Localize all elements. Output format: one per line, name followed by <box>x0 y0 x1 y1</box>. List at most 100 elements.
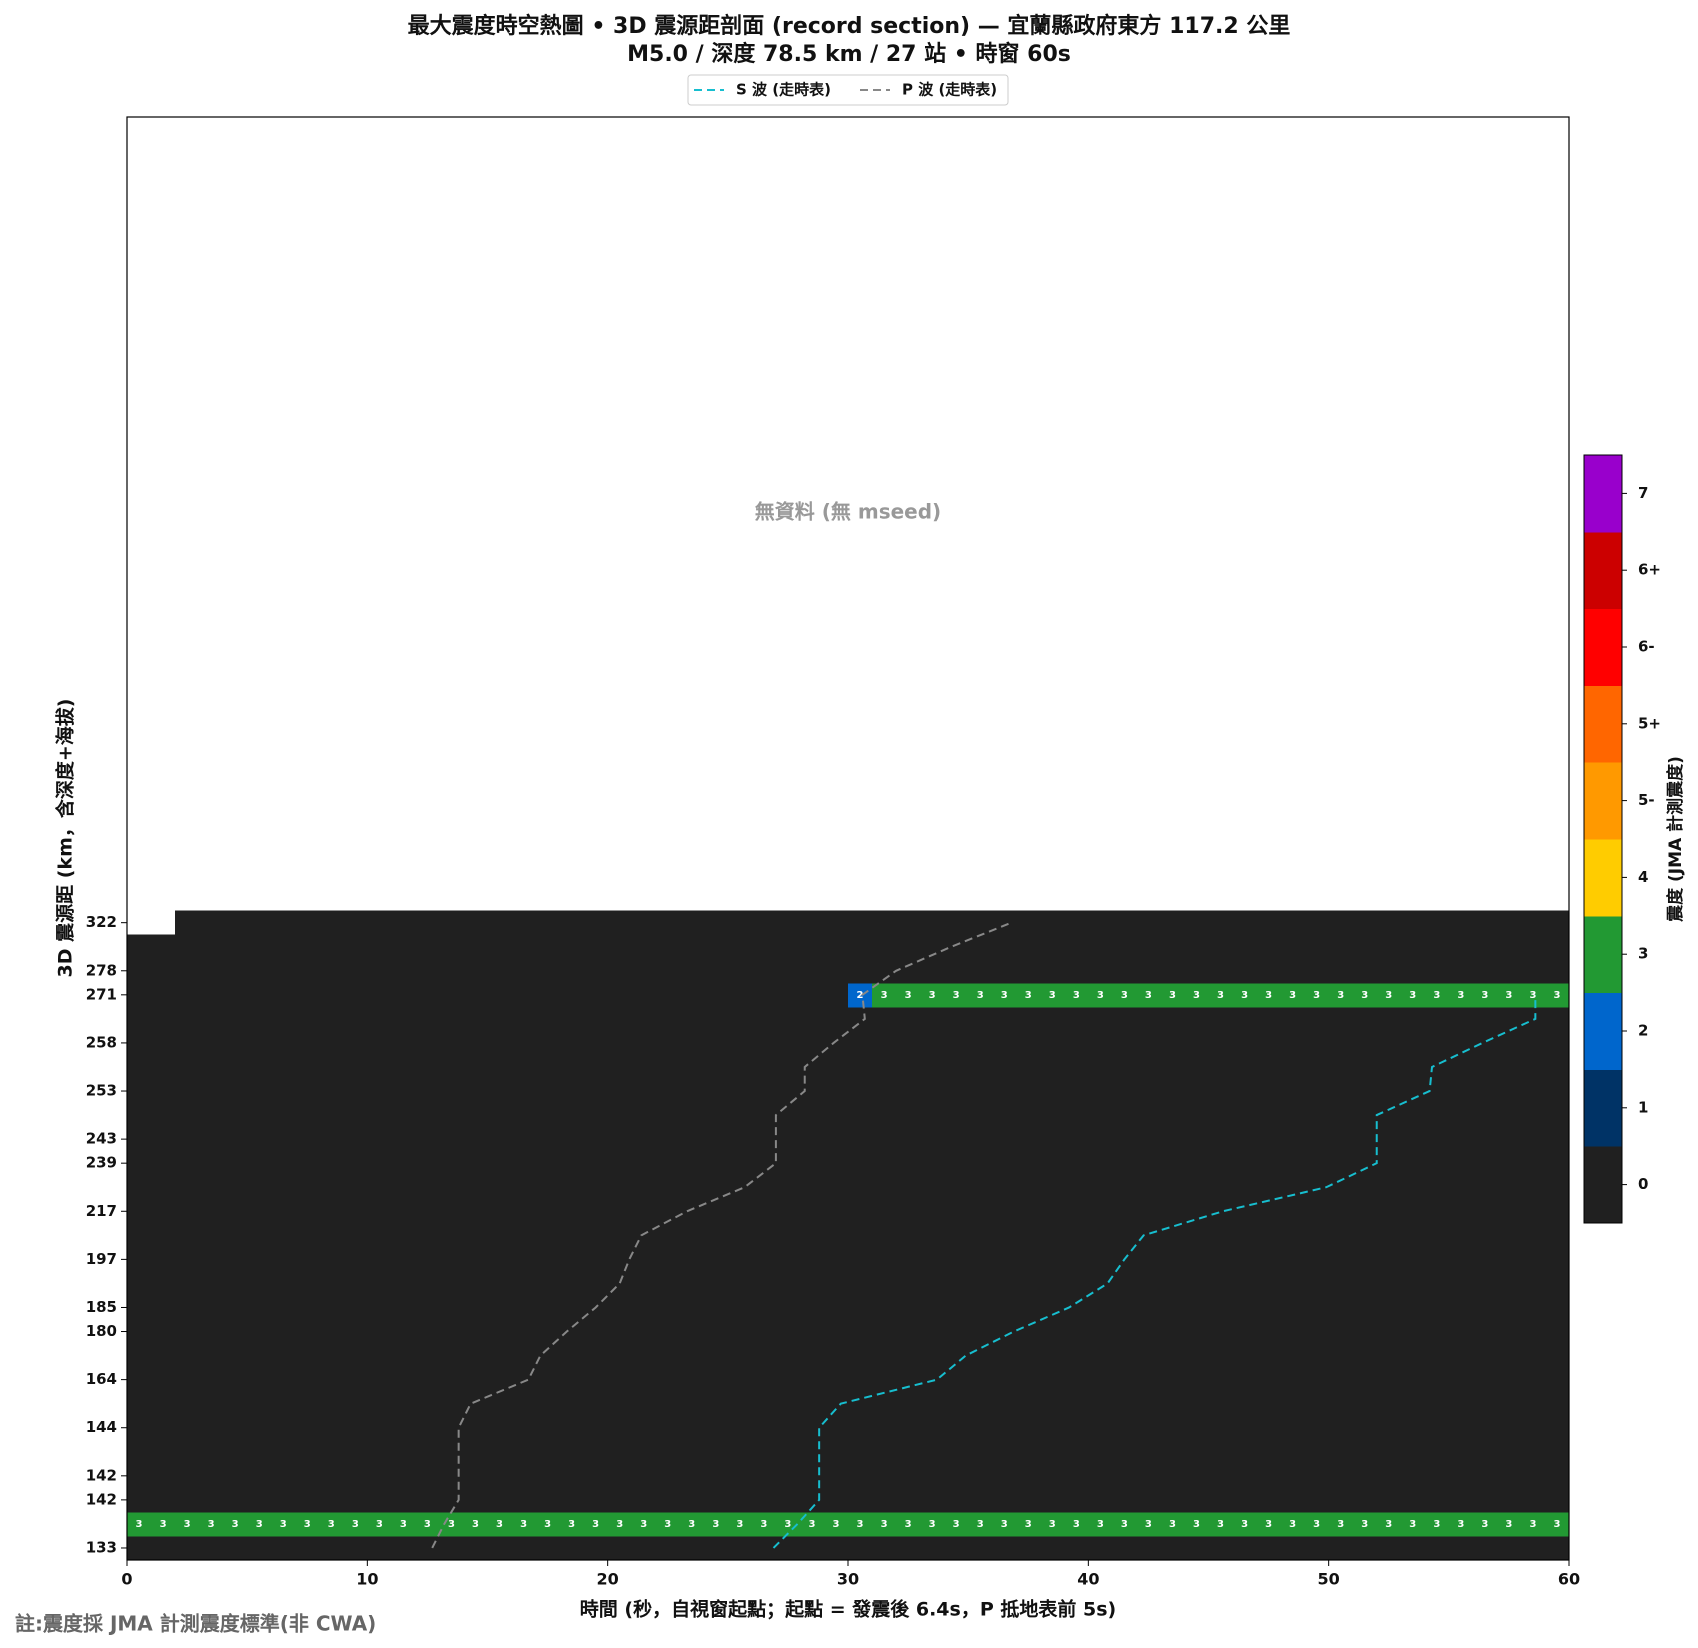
heat-cell <box>1496 1103 1522 1128</box>
heat-cell <box>1088 982 1113 1008</box>
heat-cell <box>367 1127 392 1152</box>
heat-cell <box>415 1079 441 1104</box>
heat-cell <box>1280 982 1306 1008</box>
heat-cell <box>872 1367 897 1393</box>
heat-cell <box>1472 1463 1498 1489</box>
heat-cell <box>920 1223 945 1248</box>
heat-cell <box>631 1006 657 1032</box>
heat-cell <box>896 1103 921 1128</box>
heat-cell <box>415 1343 441 1369</box>
heat-cell <box>127 982 152 1008</box>
heat-cell <box>968 1030 993 1056</box>
heat-cell <box>992 1511 1017 1537</box>
heat-cell <box>199 910 224 936</box>
heat-cell <box>175 1151 200 1176</box>
heat-cell <box>992 1199 1017 1224</box>
heat-cell <box>1544 1463 1570 1489</box>
heat-cell <box>751 934 777 960</box>
heat-cell <box>1112 1175 1137 1200</box>
heat-cell <box>1016 1367 1041 1393</box>
heat-cell <box>487 982 513 1008</box>
heat-cell <box>1424 1391 1450 1417</box>
heat-cell <box>655 1079 681 1104</box>
cell-label: 3 <box>208 1519 215 1530</box>
heat-cell <box>1184 1247 1210 1272</box>
heat-cell <box>1496 1006 1522 1032</box>
heat-cell <box>1304 1247 1330 1272</box>
heat-cell <box>367 1319 392 1345</box>
heat-cell <box>583 934 609 960</box>
heat-cell <box>559 1175 585 1200</box>
heat-cell <box>535 1247 561 1272</box>
heat-cell <box>968 1439 993 1465</box>
heat-cell <box>1280 910 1306 936</box>
heat-cell <box>295 934 320 960</box>
cell-label: 3 <box>304 1519 311 1530</box>
heat-cell <box>655 1367 681 1393</box>
heat-cell <box>487 1343 513 1369</box>
heat-cell <box>1472 1343 1498 1369</box>
heat-cell <box>775 1223 801 1248</box>
heat-cell <box>391 1006 416 1032</box>
heat-cell <box>823 1511 849 1537</box>
heat-cell <box>1400 1439 1426 1465</box>
heat-cell <box>1520 1079 1546 1104</box>
colorbar-tick-label: 1 <box>1638 1098 1648 1116</box>
heat-cell <box>1064 1511 1089 1537</box>
heat-cell <box>487 1079 513 1104</box>
heat-cell <box>1136 1006 1162 1032</box>
heat-cell <box>607 1439 633 1465</box>
heat-cell <box>175 1319 200 1345</box>
heat-cell <box>1040 1415 1065 1441</box>
heat-cell <box>1472 1415 1498 1441</box>
heat-cell <box>247 1511 272 1537</box>
cell-label: 3 <box>857 1519 864 1530</box>
heat-cell <box>559 1271 585 1297</box>
heat-cell <box>775 1343 801 1369</box>
heat-cell <box>1064 1535 1089 1561</box>
heat-cell <box>175 910 200 936</box>
heat-cell <box>823 1439 849 1465</box>
heat-cell <box>1208 1439 1234 1465</box>
cell-label: 3 <box>1121 1519 1128 1530</box>
cell-label: 3 <box>328 1519 335 1530</box>
heat-cell <box>872 1463 897 1489</box>
heat-cell <box>175 1343 200 1369</box>
heat-cell <box>775 1487 801 1513</box>
cell-label: 3 <box>1505 1519 1512 1530</box>
heat-cell <box>992 1054 1017 1080</box>
heat-cell <box>1520 910 1546 936</box>
heat-cell <box>271 1319 296 1345</box>
heat-cell <box>751 982 777 1008</box>
heat-cell <box>607 934 633 960</box>
heat-cell <box>295 1511 320 1537</box>
heat-cell <box>920 910 945 936</box>
heat-cell <box>1088 1511 1113 1537</box>
heat-cell <box>848 1030 873 1056</box>
heat-cell <box>439 1319 465 1345</box>
heat-cell <box>727 1247 753 1272</box>
heat-cell <box>1040 1030 1065 1056</box>
heat-cell <box>1256 1367 1282 1393</box>
heat-cell <box>1160 1103 1186 1128</box>
heat-cell <box>1304 1463 1330 1489</box>
heat-cell <box>1232 1054 1258 1080</box>
heat-cell <box>487 1295 513 1321</box>
heat-cell <box>1136 934 1162 960</box>
heat-cell <box>823 1535 849 1561</box>
heat-cell <box>1448 910 1474 936</box>
heat-cell <box>391 1415 416 1441</box>
heat-cell <box>992 1367 1017 1393</box>
heat-cell <box>751 1199 777 1224</box>
heat-cell <box>655 1295 681 1321</box>
y-tick-label: 278 <box>86 961 117 979</box>
heat-cell <box>679 1103 705 1128</box>
heat-cell <box>1352 1127 1378 1152</box>
heat-cell <box>1400 1151 1426 1176</box>
heat-cell <box>1400 1295 1426 1321</box>
heat-cell <box>487 910 513 936</box>
heat-cell <box>1184 1151 1210 1176</box>
heat-cell <box>319 958 344 984</box>
heat-cell <box>896 1367 921 1393</box>
heat-cell <box>727 958 753 984</box>
